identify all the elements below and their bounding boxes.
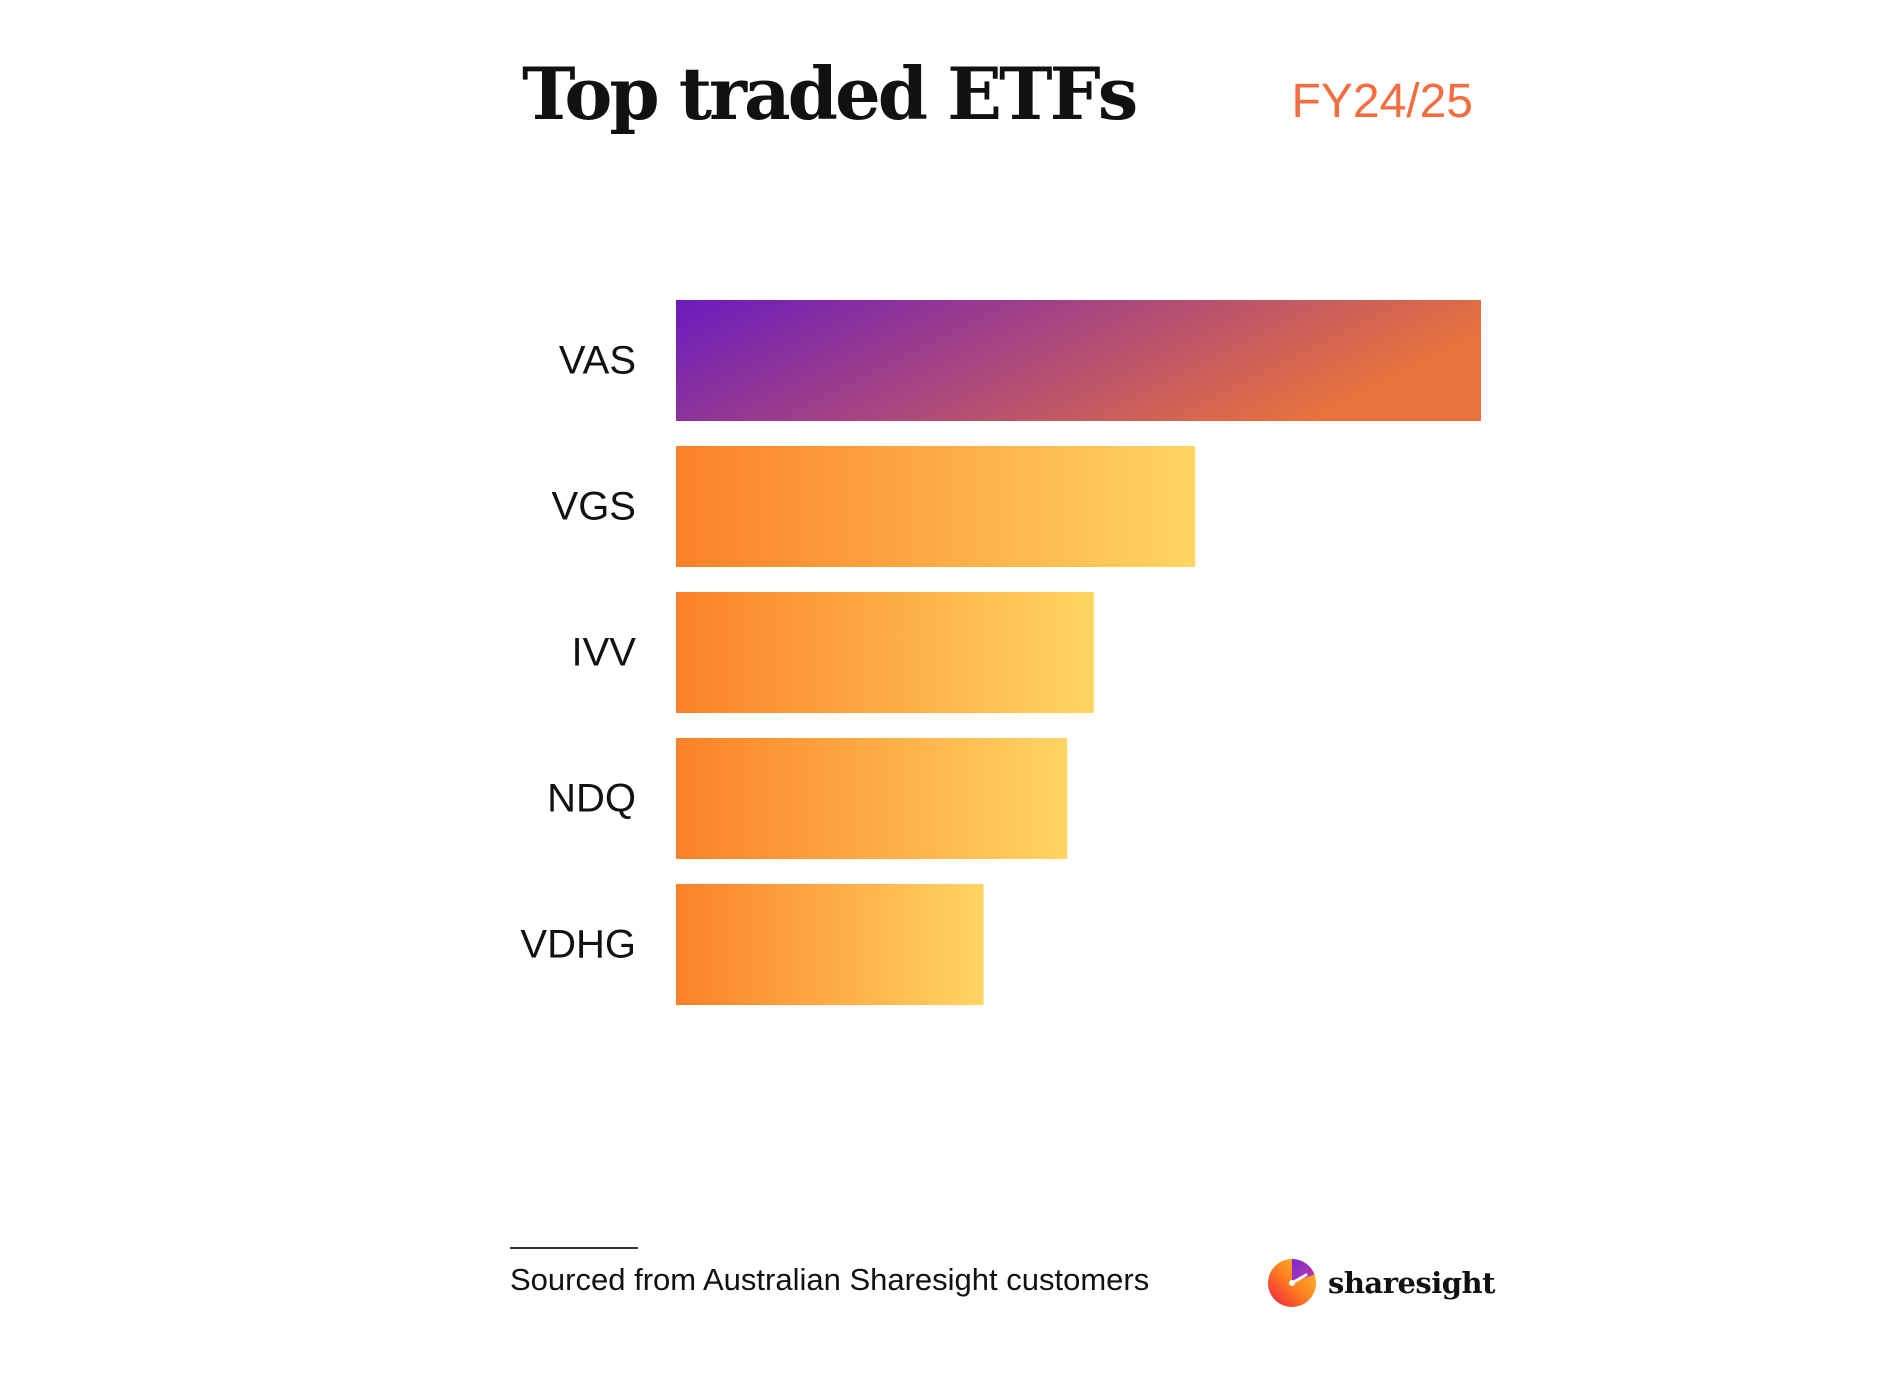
sharesight-logo-icon	[1268, 1259, 1316, 1307]
bars-group	[676, 300, 1481, 1005]
category-labels-group: VAS VGS IVV NDQ VDHG	[520, 339, 636, 967]
category-label-ivv: IVV	[572, 631, 637, 675]
bar-vgs	[676, 446, 1196, 567]
category-label-vas: VAS	[559, 339, 636, 383]
brand-logo: sharesight	[1268, 1258, 1496, 1308]
source-note: Sourced from Australian Sharesight custo…	[510, 1262, 1150, 1297]
category-label-vgs: VGS	[552, 485, 636, 529]
bar-vdhg	[676, 884, 984, 1005]
bar-ivv	[676, 592, 1094, 713]
chart-title: Top traded ETFs	[522, 51, 1138, 136]
period-label: FY24/25	[1291, 75, 1473, 128]
bar-vas	[676, 300, 1481, 421]
brand-name: sharesight	[1328, 1266, 1496, 1300]
source-divider	[510, 1247, 638, 1249]
category-label-ndq: NDQ	[547, 777, 636, 821]
category-label-vdhg: VDHG	[520, 923, 636, 967]
bar-ndq	[676, 738, 1068, 859]
